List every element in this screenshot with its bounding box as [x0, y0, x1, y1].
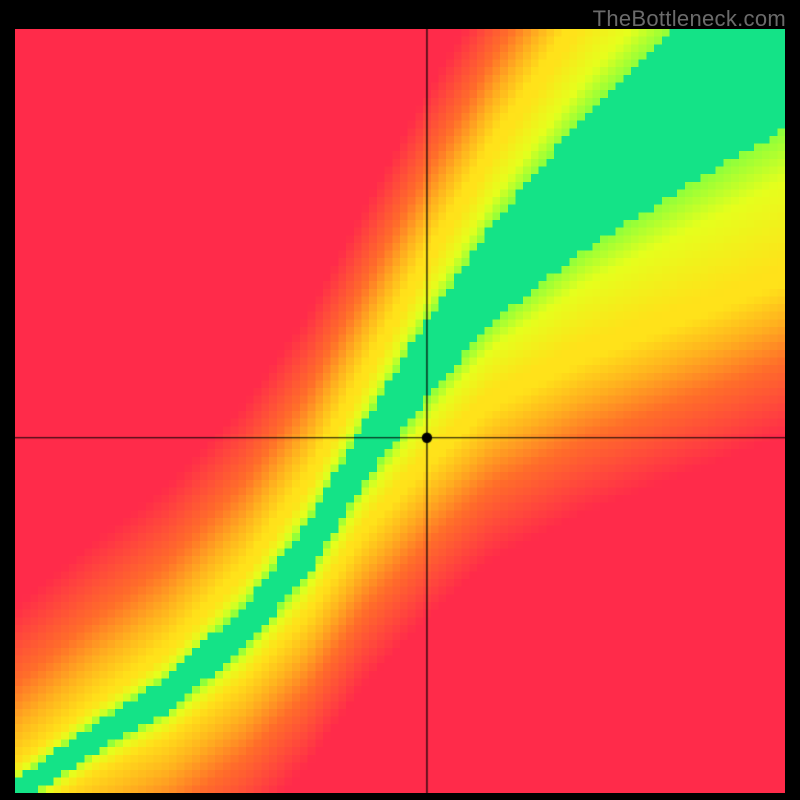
watermark-text: TheBottleneck.com: [593, 6, 786, 32]
chart-stage: { "watermark": { "text": "TheBottleneck.…: [0, 0, 800, 800]
bottleneck-heatmap: [15, 29, 785, 793]
